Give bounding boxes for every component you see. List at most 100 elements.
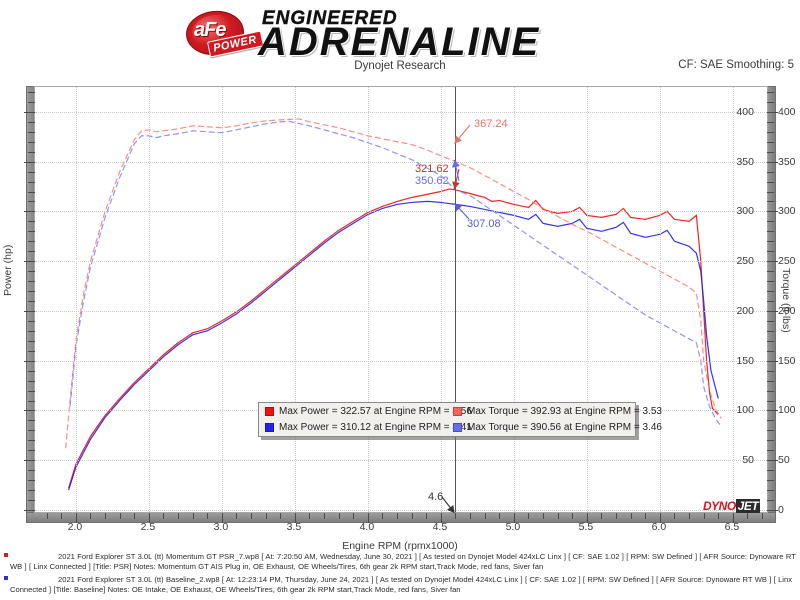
cursor-line[interactable] (455, 87, 457, 512)
x-axis-tick (703, 513, 705, 519)
axis-tick (28, 480, 35, 482)
legend-row: Max Power = 322.57 at Engine RPM = 4.56 … (259, 404, 662, 419)
plot-area[interactable]: 0501001502002503003504000501001502002503… (24, 86, 796, 516)
axis-tick (767, 291, 774, 293)
axis-tick (767, 211, 778, 213)
x-axis-tick (265, 513, 267, 519)
y-axis-right-tick-label: 100 (778, 404, 796, 417)
axis-tick (28, 300, 35, 302)
x-axis-tick (513, 513, 515, 523)
axis-tick (24, 261, 35, 263)
axis-tick (28, 171, 35, 173)
x-axis-tick (689, 513, 691, 519)
axis-tick (28, 320, 35, 322)
series-line-baseline-power (68, 200, 719, 491)
axis-tick (767, 430, 774, 432)
axis-tick (767, 370, 774, 372)
axis-tick (28, 91, 35, 93)
axis-tick (767, 121, 774, 123)
x-axis-tick (630, 513, 632, 519)
x-axis-tick (46, 513, 48, 519)
axis-tick (28, 191, 35, 193)
legend-label: Max Torque = 390.56 at Engine RPM = 3.46 (467, 422, 662, 433)
x-axis-tick (470, 513, 472, 519)
axis-tick (767, 360, 778, 362)
y-axis-right-tick-label: 250 (778, 255, 796, 268)
series-line-psr-torque (65, 118, 722, 449)
axis-tick (28, 131, 35, 133)
x-axis-tick (163, 513, 165, 519)
axis-tick (24, 111, 35, 113)
x-axis-tick (236, 513, 238, 519)
axis-tick (767, 191, 774, 193)
gridline-horizontal (35, 211, 767, 213)
gridline-vertical (367, 87, 369, 512)
x-axis-tick (528, 513, 530, 519)
y-axis-left-tick-label: 300 (736, 205, 754, 218)
axis-tick (28, 350, 35, 352)
legend-item-max-torque-psr: Max Torque = 392.93 at Engine RPM = 3.53 (447, 406, 662, 417)
axis-tick (28, 141, 35, 143)
x-axis-tick (207, 513, 209, 519)
axis-tick (767, 410, 778, 412)
axis-tick (767, 350, 774, 352)
axis-tick (767, 101, 774, 103)
x-axis-tick (732, 513, 734, 523)
gridline-vertical (659, 87, 661, 512)
x-axis-tick (499, 513, 501, 519)
axis-tick (28, 291, 35, 293)
y-axis-right-tick-label: 200 (778, 304, 796, 317)
x-axis-tick (397, 513, 399, 519)
y-axis-left-tick-label: 200 (736, 304, 754, 317)
axis-tick (28, 500, 35, 502)
x-axis-tick (148, 513, 150, 523)
y-axis-left-title: Power (hp) (2, 244, 14, 296)
x-axis-tick (440, 513, 442, 523)
axis-tick (767, 460, 778, 462)
axis-tick (28, 101, 35, 103)
x-axis-tick (309, 513, 311, 519)
gridline-vertical (221, 87, 223, 512)
x-axis-tick (659, 513, 661, 523)
gridline-horizontal (35, 360, 767, 362)
axis-tick (767, 161, 778, 163)
x-axis-tick (105, 513, 107, 519)
legend-label: Max Torque = 392.93 at Engine RPM = 3.53 (467, 406, 662, 417)
axis-tick (28, 201, 35, 203)
page-header: aFe POWER ENGINEERED ADRENALINE Dynojet … (0, 0, 800, 80)
dynojet-watermark: DYNO JET (703, 499, 761, 513)
headline-engineered: ENGINEERED (262, 8, 398, 29)
axis-tick (767, 420, 774, 422)
y-axis-right-tick-label: 50 (778, 454, 790, 467)
legend-swatch-icon (265, 423, 274, 432)
gridline-horizontal (35, 510, 767, 511)
axis-tick (767, 510, 778, 511)
dyno-curves (65, 118, 722, 491)
y-axis-left-tick-label: 350 (736, 155, 754, 168)
axis-tick (767, 380, 774, 382)
y-axis-left-tick-label: 50 (742, 454, 754, 467)
axis-tick (767, 310, 778, 312)
chart-legend[interactable]: Max Power = 322.57 at Engine RPM = 4.56 … (258, 402, 662, 437)
y-axis-left-tick-label: 400 (736, 105, 754, 118)
axis-tick (28, 420, 35, 422)
axis-tick (24, 161, 35, 163)
legend-swatch-icon (453, 407, 462, 416)
x-axis-tick (178, 513, 180, 519)
note-baseline: 2021 Ford Explorer ST 3.0L (tt) Baseline… (0, 575, 800, 594)
axis-tick (28, 370, 35, 372)
axis-tick (767, 201, 774, 203)
x-axis-tick (134, 513, 136, 519)
axis-tick (28, 231, 35, 233)
x-axis-tick (762, 513, 764, 519)
axis-tick (767, 181, 774, 183)
note-text: 2021 Ford Explorer ST 3.0L (tt) Momentum… (10, 552, 796, 571)
watermark-jet-text: JET (735, 499, 761, 513)
axis-tick (767, 300, 774, 302)
axis-tick (28, 400, 35, 402)
axis-tick (24, 310, 35, 312)
y-axis-right-tick-label: 0 (778, 504, 784, 516)
axis-tick (24, 410, 35, 412)
axis-tick (767, 231, 774, 233)
